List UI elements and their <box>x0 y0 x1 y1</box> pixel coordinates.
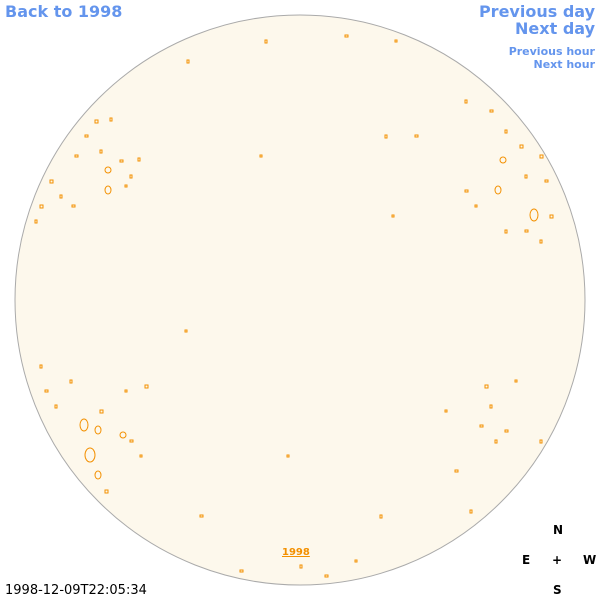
next-hour-link[interactable]: Next hour <box>533 58 596 71</box>
next-day-link[interactable]: Next day <box>515 19 595 38</box>
compass-west: W <box>583 553 597 567</box>
back-link[interactable]: Back to 1998 <box>5 2 123 21</box>
previous-hour-link[interactable]: Previous hour <box>508 45 595 58</box>
magnetic-contours <box>34 34 554 578</box>
contour-cluster <box>39 364 149 494</box>
timestamp: 1998-12-09T22:05:34 <box>5 583 147 598</box>
previous-day-link[interactable]: Previous day <box>478 2 595 21</box>
solar-disk <box>14 14 586 586</box>
contour-cluster <box>384 99 554 244</box>
compass-north: N <box>553 523 564 537</box>
compass-center: + <box>552 553 563 567</box>
contour-cluster <box>34 117 141 224</box>
contour-cluster <box>184 34 543 578</box>
compass-south: S <box>553 583 562 597</box>
year-link[interactable]: 1998 <box>282 547 310 558</box>
compass-east: E <box>522 553 531 567</box>
